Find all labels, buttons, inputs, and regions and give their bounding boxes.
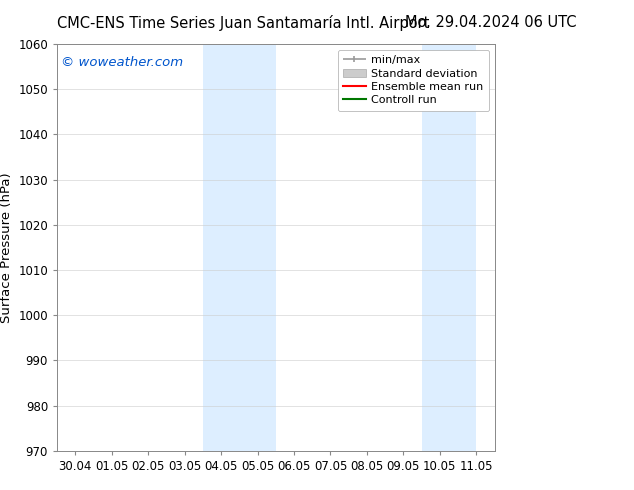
Bar [422, 44, 476, 451]
Y-axis label: Surface Pressure (hPa): Surface Pressure (hPa) [0, 172, 13, 323]
Text: Mo. 29.04.2024 06 UTC: Mo. 29.04.2024 06 UTC [405, 15, 577, 30]
Bar [203, 44, 276, 451]
Text: © woweather.com: © woweather.com [61, 56, 184, 69]
Legend: min/max, Standard deviation, Ensemble mean run, Controll run: min/max, Standard deviation, Ensemble me… [338, 49, 489, 111]
Text: CMC-ENS Time Series Juan Santamaría Intl. Airport: CMC-ENS Time Series Juan Santamaría Intl… [57, 15, 429, 31]
